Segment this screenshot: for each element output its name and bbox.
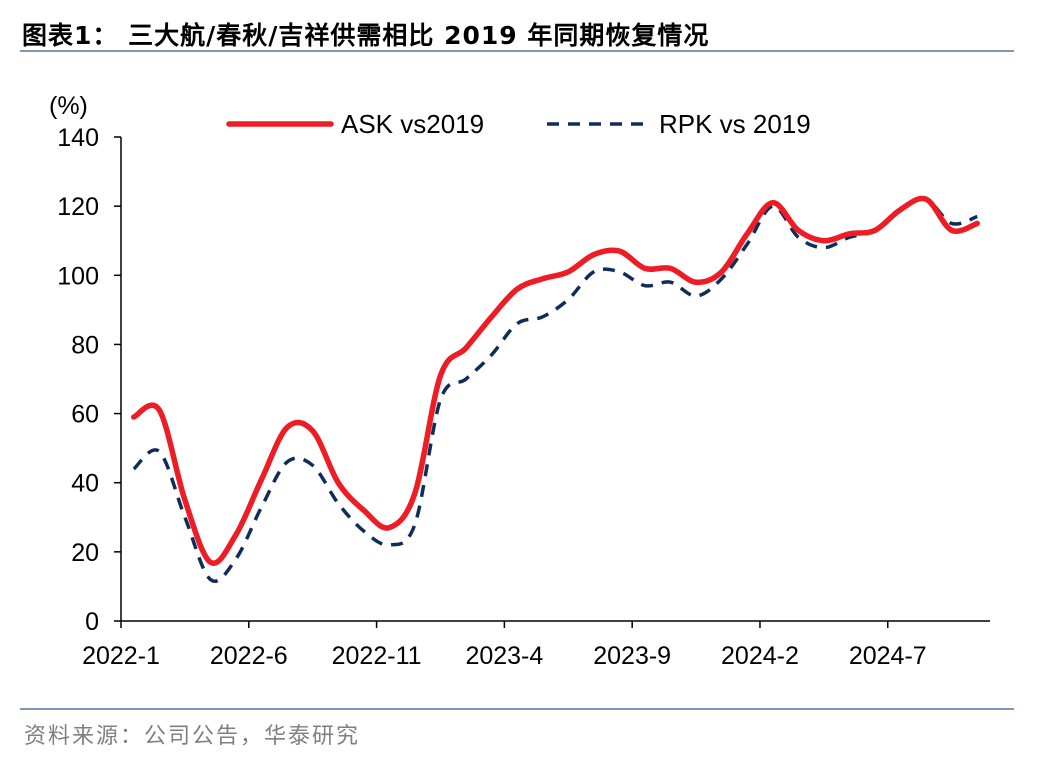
y-tick-label: 100 — [57, 262, 99, 290]
x-tick-label: 2024-7 — [849, 642, 927, 670]
series-line-ask — [131, 195, 980, 566]
footer-rule — [20, 708, 1014, 710]
y-tick-label: 20 — [71, 539, 99, 567]
series-line-rpk — [132, 197, 978, 583]
chart-header: 图表1： 三大航/春秋/吉祥供需相比 2019 年同期恢复情况 — [20, 10, 1014, 50]
y-tick-label: 80 — [71, 331, 99, 359]
legend-label-rpk: RPK vs 2019 — [659, 109, 811, 139]
x-tick-label: 2023-4 — [465, 642, 543, 670]
line-chart: 0 20 40 60 80 100 120 140 (%) 2022-1 2022-6 2022-11… — [49, 92, 990, 670]
chart-title: 图表1： 三大航/春秋/吉祥供需相比 2019 年同期恢复情况 — [22, 21, 710, 50]
y-tick-label: 0 — [85, 608, 99, 636]
y-tick-label: 40 — [71, 470, 99, 498]
x-tick-label: 2022-1 — [82, 642, 160, 670]
x-tick-label: 2022-11 — [332, 642, 422, 670]
y-tick-label: 120 — [57, 193, 99, 221]
x-tick-label: 2022-6 — [210, 642, 288, 670]
y-tick-label: 60 — [71, 401, 99, 429]
legend: ASK vs2019 RPK vs 2019 — [226, 109, 811, 139]
axes-layer: 0 20 40 60 80 100 120 140 (%) 2022-1 2022-6 2022-11… — [49, 92, 990, 670]
source-note: 资料来源：公司公告，华泰研究 — [24, 724, 361, 749]
y-tick-label: 140 — [57, 124, 99, 152]
legend-label-ask: ASK vs2019 — [341, 109, 484, 139]
series-layer — [131, 195, 980, 583]
y-axis-unit: (%) — [49, 92, 88, 120]
x-tick-label: 2023-9 — [593, 642, 671, 670]
x-tick-label: 2024-2 — [721, 642, 799, 670]
header-rule — [20, 50, 1014, 52]
